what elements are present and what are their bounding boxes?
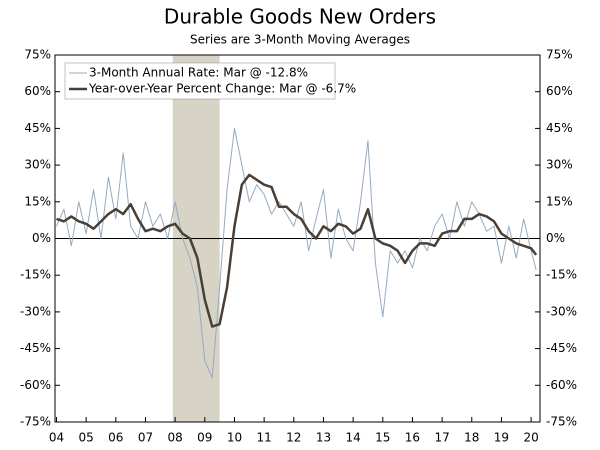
x-tick-label: 09 <box>197 431 212 445</box>
x-tick-label: 20 <box>523 431 538 445</box>
legend-box <box>64 62 336 100</box>
y-tick-label: -60% <box>20 378 51 392</box>
x-tick-label: 14 <box>345 431 360 445</box>
x-tick-label: 17 <box>434 431 449 445</box>
y-tick-label: 30% <box>24 158 51 172</box>
y-tick-label: -30% <box>20 304 51 318</box>
x-tick-label: 06 <box>108 431 123 445</box>
y2-tick-label: -45% <box>546 341 577 355</box>
y2-tick-label: -75% <box>546 415 577 429</box>
y2-tick-label: 45% <box>546 121 573 135</box>
y-tick-label: 15% <box>24 194 51 208</box>
x-tick-label: 10 <box>227 431 242 445</box>
chart-subtitle: Series are 3-Month Moving Averages <box>190 33 410 47</box>
x-tick-label: 15 <box>375 431 390 445</box>
y2-tick-label: 75% <box>546 48 573 62</box>
legend-label: 3-Month Annual Rate: Mar @ -12.8% <box>89 66 308 80</box>
y2-tick-label: -15% <box>546 268 577 282</box>
y-tick-label: 60% <box>24 84 51 98</box>
series-line <box>56 127 537 379</box>
x-tick-label: 19 <box>494 431 509 445</box>
y-tick-label: 75% <box>24 48 51 62</box>
x-tick-label: 07 <box>138 431 153 445</box>
x-tick-label: 18 <box>464 431 479 445</box>
x-tick-label: 04 <box>49 431 64 445</box>
x-tick-label: 11 <box>256 431 271 445</box>
y2-tick-label: 60% <box>546 84 573 98</box>
y2-tick-label: 30% <box>546 158 573 172</box>
chart-title: Durable Goods New Orders <box>164 5 436 29</box>
x-tick-label: 12 <box>286 431 301 445</box>
y2-tick-label: -30% <box>546 304 577 318</box>
y-tick-label: 45% <box>24 121 51 135</box>
x-tick-label: 13 <box>316 431 331 445</box>
x-tick-label: 05 <box>79 431 94 445</box>
y-tick-label: -15% <box>20 268 51 282</box>
y-tick-label: 0% <box>32 231 51 245</box>
y-tick-label: -75% <box>20 415 51 429</box>
x-tick-label: 16 <box>405 431 420 445</box>
y2-tick-label: 0% <box>546 231 565 245</box>
x-tick-label: 08 <box>167 431 182 445</box>
y2-tick-label: -60% <box>546 378 577 392</box>
y2-tick-label: 15% <box>546 194 573 208</box>
series-line <box>56 173 538 328</box>
legend-label: Year-over-Year Percent Change: Mar @ -6.… <box>88 82 356 96</box>
y-tick-label: -45% <box>20 341 51 355</box>
